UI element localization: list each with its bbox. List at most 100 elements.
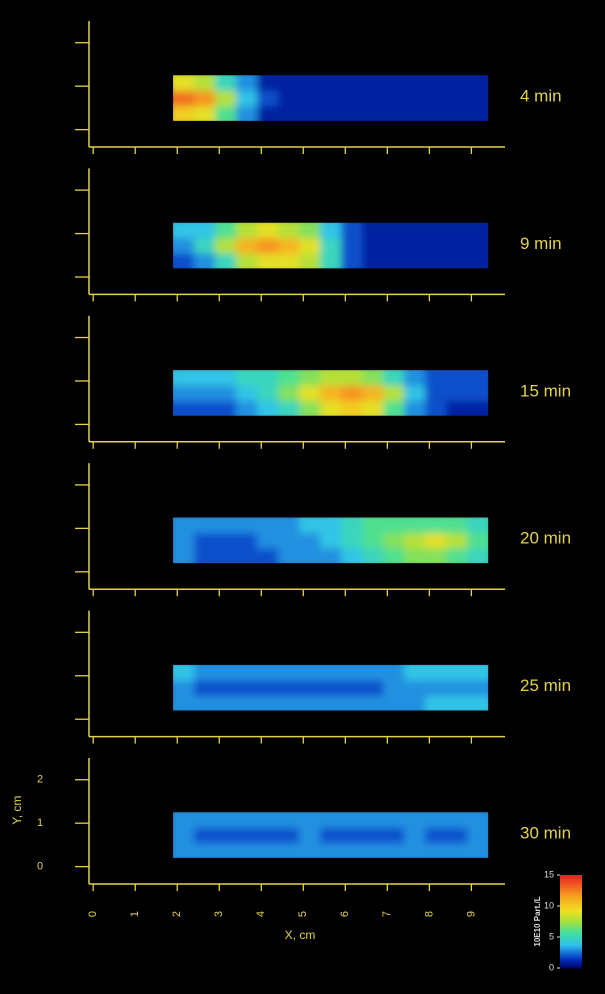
heat-cell [173,812,195,829]
colorbar-step [560,884,582,887]
heat-cell [320,842,342,858]
heat-cell [362,90,384,107]
heat-cell [173,400,195,416]
heat-cell [425,385,447,402]
heatmap-cells [173,75,489,121]
heat-cell [173,237,195,254]
heat-cell [362,517,384,534]
heat-cell [425,400,447,416]
colorbar-step [560,885,582,888]
heat-cell [383,222,405,239]
heat-cell [341,547,363,564]
heat-cell [236,400,258,416]
heat-cell [278,222,300,239]
heat-cell [194,532,216,549]
heat-cell [446,695,468,711]
heat-cell [173,680,195,696]
heat-cell [299,253,321,269]
heat-cell [278,237,300,254]
heatmap-cells [173,517,489,564]
heat-cell [236,75,258,92]
heat-cell [341,695,363,711]
heat-cell [194,75,216,92]
heat-cell [236,812,258,829]
colorbar-step [560,924,582,927]
heat-cell [173,370,195,386]
heat-cell [404,75,426,92]
heat-cell [362,400,384,416]
panel-label: 4 min [520,87,562,106]
heat-cell [194,517,216,534]
heat-cell [404,547,426,564]
x-tick-label: 7 [381,911,393,917]
heat-cell [257,664,279,681]
heat-cell [425,75,447,92]
heat-cell [236,90,258,107]
heat-cell [383,105,405,121]
heat-cell [467,812,489,829]
heat-cell [383,695,405,711]
heat-cell [257,695,279,711]
x-tick-label: 5 [297,911,309,917]
heat-cell [215,222,237,239]
heat-cell [257,105,279,121]
heat-cell [467,842,489,858]
heat-cell [194,222,216,239]
heat-cell [383,664,405,681]
heat-cell [236,517,258,534]
heat-cell [362,385,384,402]
heat-cell [446,75,468,92]
colorbar-step [560,907,582,910]
heat-cell [467,547,489,564]
heat-cell [404,253,426,269]
colorbar-step [560,878,582,881]
heat-cell [341,237,363,254]
panel-label: 9 min [520,234,562,253]
panel-label: 20 min [520,529,571,548]
heat-cell [383,253,405,269]
colorbar-step [560,946,582,949]
colorbar-step [560,961,582,964]
heat-cell [320,105,342,121]
heat-cell [236,253,258,269]
heat-cell [257,547,279,564]
heat-cell [173,827,195,844]
heat-cell [320,695,342,711]
heat-cell [446,400,468,416]
heat-cell [383,532,405,549]
heat-cell [194,547,216,564]
heat-cell [257,75,279,92]
heat-cell [446,842,468,858]
panel-label: 15 min [520,381,571,400]
heat-cell [383,370,405,386]
heat-cell [257,827,279,844]
heat-cell [299,105,321,121]
heat-cell [278,842,300,858]
heat-cell [236,695,258,711]
heat-cell [194,370,216,386]
heat-cell [383,827,405,844]
x-tick-label: 3 [213,911,225,917]
colorbar-step [560,941,582,944]
heat-cell [341,370,363,386]
heat-cell [404,370,426,386]
heat-cell [467,253,489,269]
heat-cell [341,664,363,681]
heat-cell [215,680,237,696]
colorbar-step [560,876,582,879]
colorbar-step [560,901,582,904]
heat-cell [425,827,447,844]
colorbar-step [560,952,582,955]
heat-cell [257,90,279,107]
heat-cell [425,547,447,564]
heat-cell [320,237,342,254]
heat-cell [215,695,237,711]
heat-cell [320,532,342,549]
heat-cell [257,812,279,829]
heat-cell [425,842,447,858]
colorbar-step [560,960,582,963]
heat-cell [236,370,258,386]
colorbar-step [560,964,582,968]
heat-cell [320,827,342,844]
heat-cell [383,237,405,254]
